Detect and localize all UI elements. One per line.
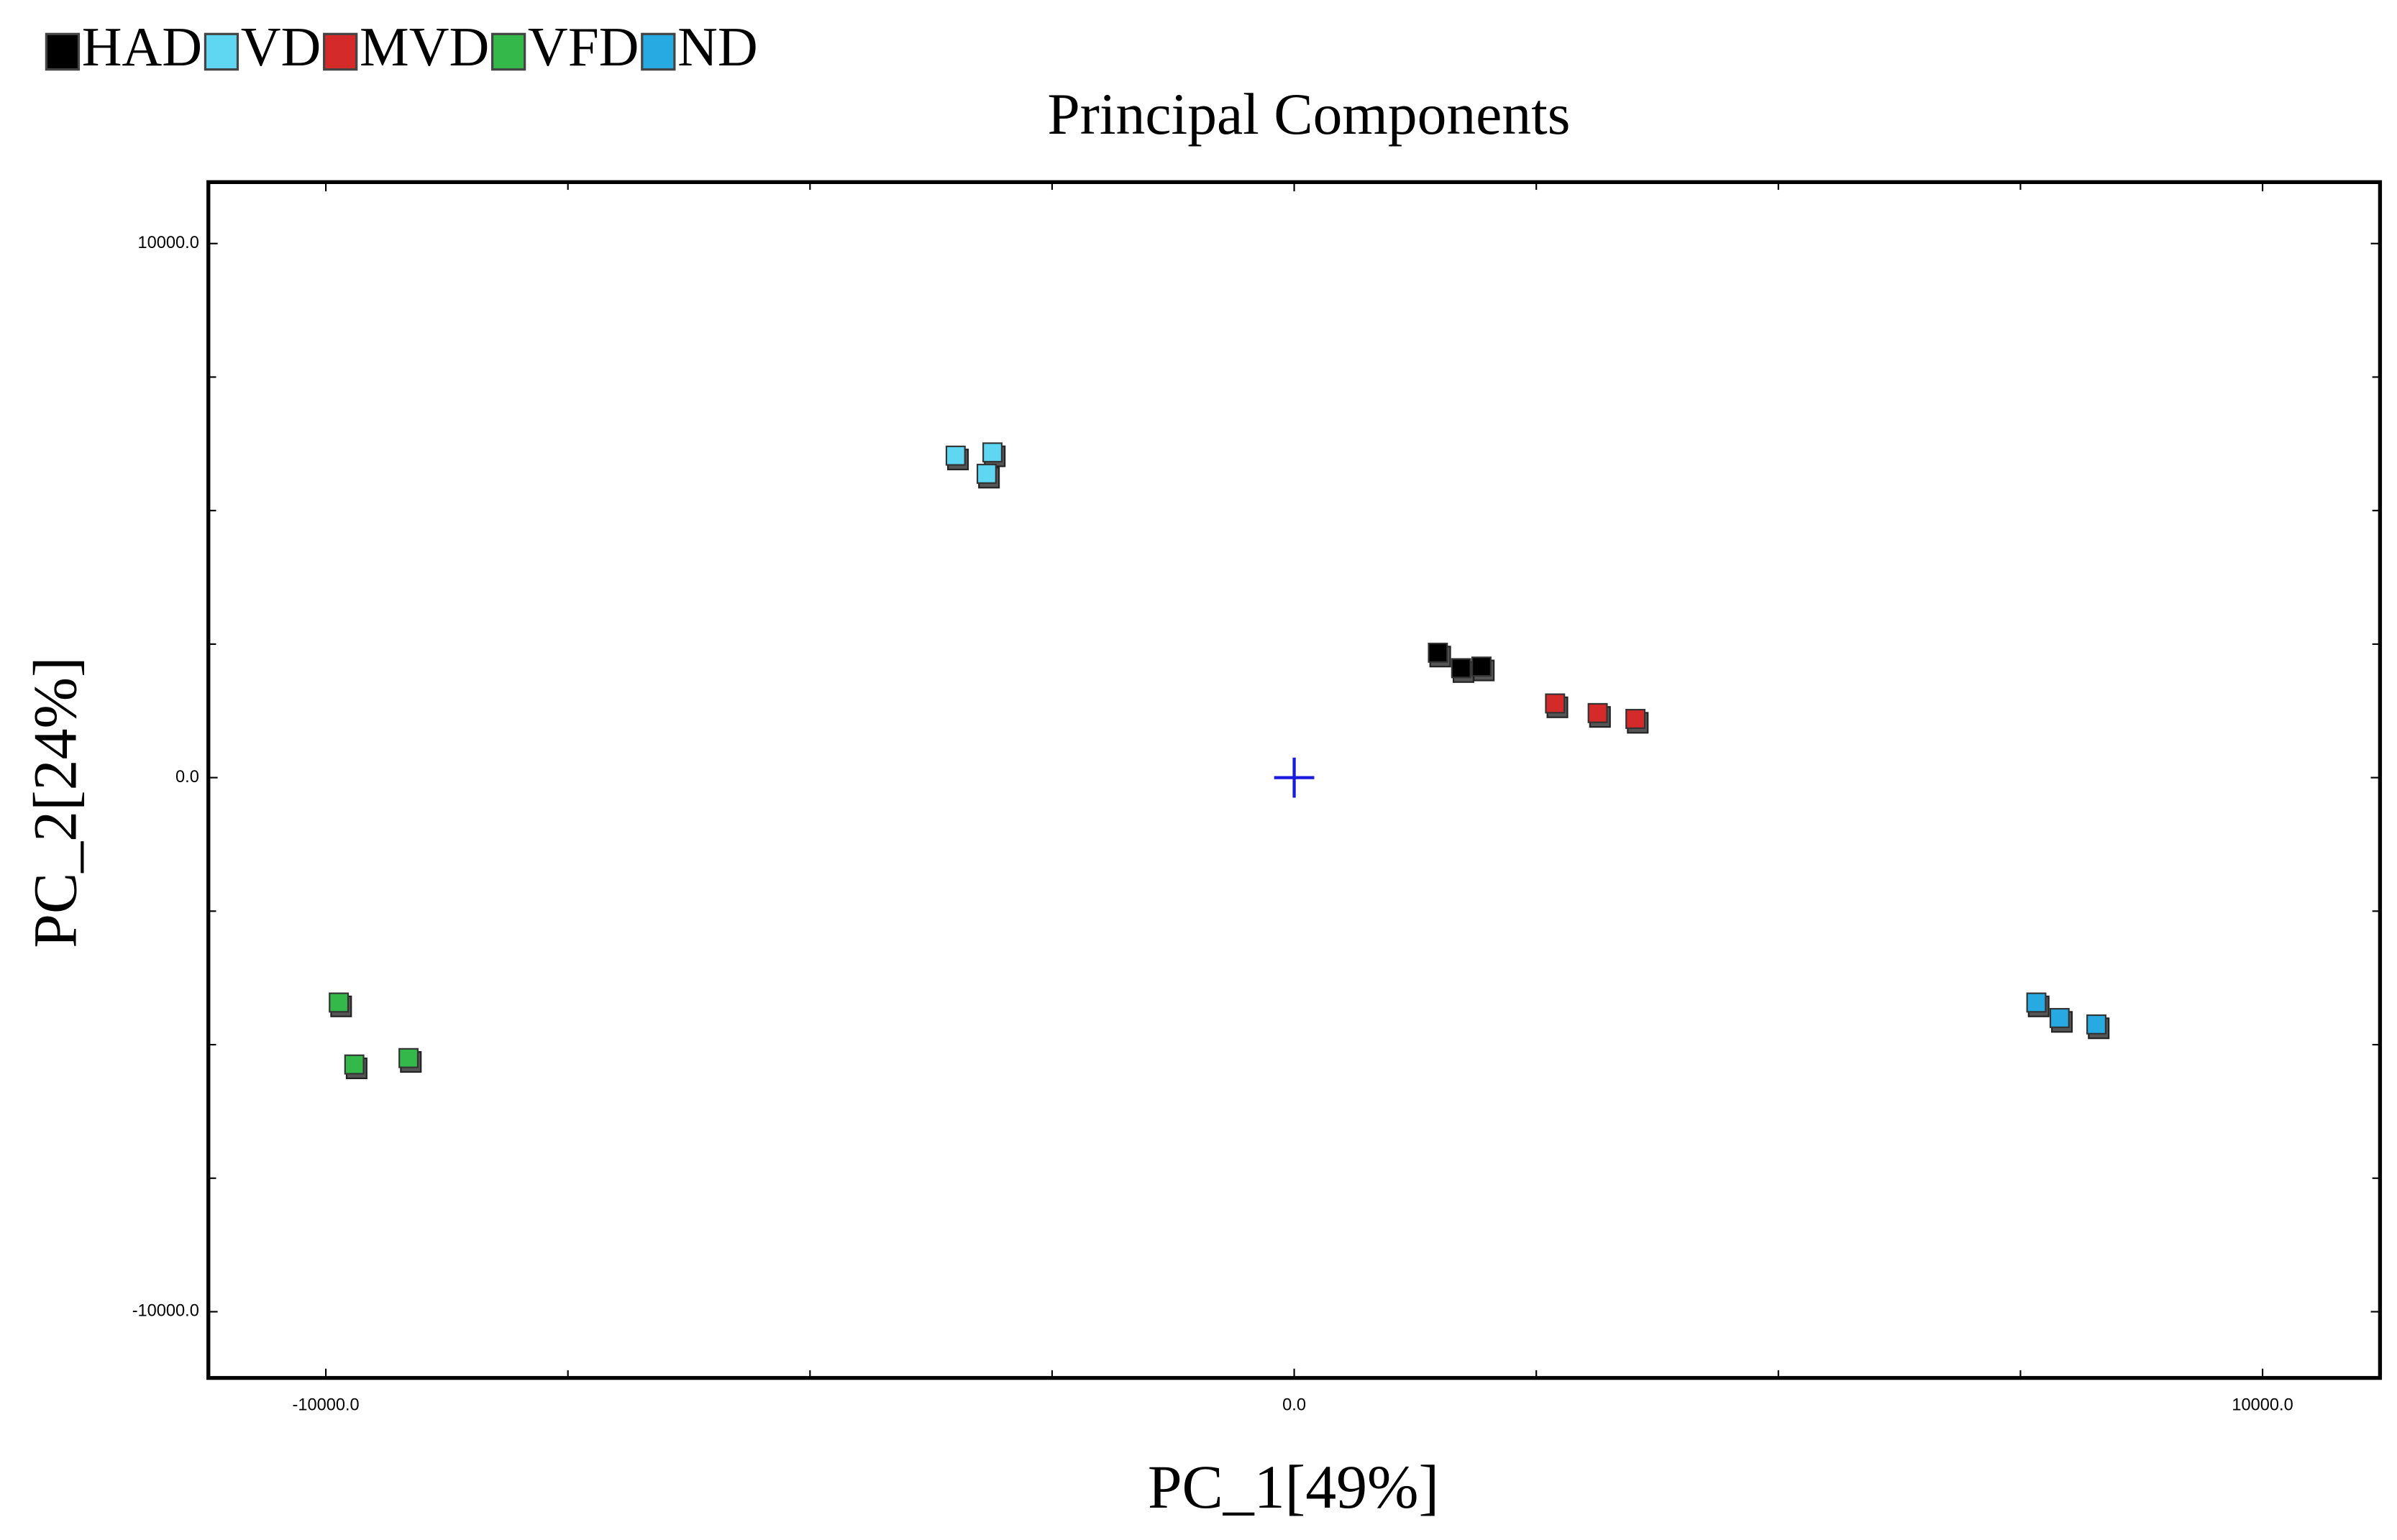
legend-swatch	[490, 32, 526, 71]
legend-label: VD	[241, 16, 321, 78]
x-tick-label: 0.0	[1282, 1395, 1306, 1414]
legend-label: HAD	[82, 16, 202, 78]
point	[1625, 709, 1649, 734]
legend-swatch	[204, 32, 239, 71]
point	[344, 1054, 367, 1079]
point-face	[344, 1054, 365, 1075]
point-face	[2026, 992, 2047, 1013]
y-tick-label: 0.0	[175, 768, 199, 787]
origin-cross	[1274, 757, 1315, 798]
point-face	[1451, 658, 1471, 679]
legend-label: ND	[677, 16, 758, 78]
x-tick-label: -10000.0	[292, 1395, 359, 1414]
point	[398, 1048, 422, 1073]
x-axis-label: PC_1[49%]	[1148, 1453, 1439, 1521]
point	[1587, 702, 1611, 728]
point-face	[976, 464, 997, 484]
point-face	[945, 445, 966, 466]
point-face	[398, 1048, 419, 1068]
point-face	[1587, 702, 1608, 723]
point	[1428, 642, 1451, 668]
point	[2026, 992, 2050, 1017]
legend-swatch	[641, 32, 676, 71]
legend-label: VFD	[528, 16, 639, 78]
x-tick-label: 10000.0	[2232, 1395, 2293, 1414]
point	[1545, 693, 1569, 718]
point	[1471, 656, 1495, 682]
y-axis-label: PC_2[24%]	[22, 656, 90, 948]
point-face	[1545, 693, 1566, 714]
point	[982, 442, 1006, 467]
legend-label: MVD	[360, 16, 489, 78]
point	[976, 464, 1000, 489]
point	[329, 992, 352, 1017]
point-face	[982, 442, 1003, 463]
y-tick-label: 10000.0	[138, 234, 199, 252]
point	[2086, 1014, 2110, 1040]
legend-swatch	[323, 32, 358, 71]
point	[945, 445, 969, 471]
legend-swatch	[45, 32, 81, 71]
y-tick-label: -10000.0	[132, 1302, 199, 1321]
point-face	[329, 992, 350, 1013]
point-face	[1625, 709, 1646, 729]
point-face	[1428, 642, 1448, 663]
point	[2049, 1008, 2073, 1033]
point-face	[2086, 1014, 2106, 1035]
point-face	[2049, 1008, 2070, 1028]
point	[1451, 658, 1474, 683]
chart-title: Principal Components	[1047, 81, 1570, 147]
point-face	[1471, 656, 1492, 677]
